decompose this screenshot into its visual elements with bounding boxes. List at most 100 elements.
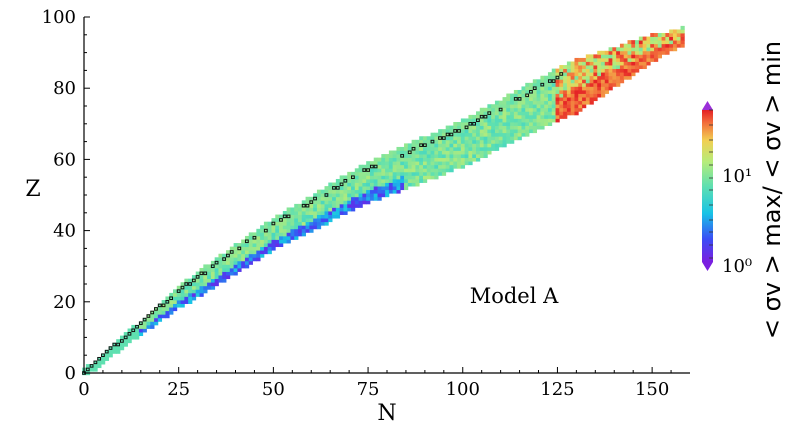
- heatmap-cell: [479, 125, 484, 130]
- heatmap-cell: [453, 161, 458, 166]
- heatmap-cell: [396, 182, 401, 187]
- heatmap-cell: [252, 253, 257, 258]
- heatmap-cell: [494, 107, 500, 112]
- heatmap-cell: [362, 182, 367, 187]
- heatmap-cell: [180, 282, 185, 287]
- heatmap-cell: [286, 239, 291, 244]
- heatmap-cell: [385, 178, 390, 183]
- stable-nucleus-marker: [422, 143, 427, 147]
- heatmap-cell: [544, 82, 549, 87]
- heatmap-cell: [358, 193, 363, 198]
- heatmap-cell: [476, 139, 481, 144]
- heatmap-cell: [559, 93, 564, 98]
- heatmap-cell: [578, 68, 583, 73]
- heatmap-cell: [570, 72, 575, 77]
- heatmap-cell: [419, 150, 424, 155]
- heatmap-cell: [597, 65, 602, 70]
- heatmap-cell: [468, 146, 473, 151]
- heatmap-cell: [627, 43, 632, 48]
- heatmap-cell: [320, 211, 325, 215]
- heatmap-cell: [619, 54, 625, 59]
- heatmap-cell: [123, 332, 128, 337]
- heatmap-cell: [494, 111, 500, 116]
- heatmap-cell: [612, 82, 617, 87]
- heatmap-cell: [381, 189, 386, 194]
- heatmap-cell: [661, 50, 666, 55]
- heatmap-cell: [506, 118, 511, 123]
- heatmap-cell: [339, 189, 344, 194]
- heatmap-cell: [339, 182, 344, 187]
- stable-nucleus-marker: [400, 154, 405, 158]
- heatmap-cell: [237, 260, 242, 265]
- heatmap-cell: [476, 132, 481, 137]
- heatmap-cell: [510, 139, 515, 144]
- heatmap-cell: [642, 65, 647, 70]
- heatmap-cell: [229, 246, 235, 251]
- heatmap-cell: [566, 82, 572, 87]
- heatmap-cell: [157, 303, 163, 308]
- heatmap-cell: [529, 118, 534, 123]
- heatmap-cell: [574, 65, 579, 70]
- heatmap-cell: [506, 114, 511, 119]
- heatmap-cell: [551, 107, 556, 112]
- heatmap-cell: [593, 75, 598, 80]
- heatmap-cell: [483, 154, 488, 159]
- heatmap-cell: [585, 100, 591, 105]
- heatmap-cell: [487, 122, 492, 126]
- heatmap-cell: [453, 143, 458, 148]
- heatmap-cell: [332, 214, 337, 219]
- heatmap-cell: [635, 57, 640, 62]
- heatmap-cell: [566, 61, 572, 66]
- heatmap-cell: [419, 146, 424, 151]
- heatmap-cell: [104, 356, 110, 361]
- heatmap-cell: [434, 157, 439, 162]
- heatmap-cell: [600, 75, 606, 80]
- heatmap-cell: [279, 214, 284, 219]
- heatmap-cell: [305, 228, 310, 233]
- heatmap-cell: [476, 154, 481, 159]
- heatmap-cell: [521, 93, 526, 98]
- heatmap-cell: [491, 122, 496, 126]
- heatmap-cell: [411, 182, 416, 187]
- heatmap-cell: [600, 61, 606, 66]
- heatmap-cell: [453, 150, 458, 155]
- heatmap-cell: [354, 182, 359, 187]
- heatmap-cell: [316, 193, 322, 198]
- heatmap-cell: [335, 196, 341, 201]
- heatmap-cell: [385, 186, 390, 191]
- heatmap-cell: [578, 107, 583, 112]
- heatmap-cell: [260, 235, 265, 240]
- stable-nucleus-marker: [271, 221, 276, 226]
- heatmap-cell: [457, 139, 462, 144]
- heatmap-cell: [203, 285, 208, 290]
- heatmap-cell: [373, 196, 378, 201]
- heatmap-cell: [544, 86, 549, 91]
- heatmap-cell: [661, 43, 666, 48]
- heatmap-cell: [271, 239, 276, 244]
- heatmap-cell: [479, 136, 484, 141]
- heatmap-cell: [506, 107, 511, 112]
- heatmap-cell: [582, 104, 587, 109]
- heatmap-cell: [392, 178, 397, 183]
- heatmap-cell: [510, 125, 515, 130]
- heatmap-cell: [324, 207, 329, 212]
- heatmap-cell: [260, 239, 265, 244]
- heatmap-cell: [616, 75, 621, 80]
- heatmap-cell: [400, 161, 405, 166]
- heatmap-cell: [180, 296, 185, 301]
- heatmap-cell: [578, 100, 583, 105]
- heatmap-cell: [430, 139, 435, 144]
- stable-nucleus-marker: [135, 324, 139, 329]
- heatmap-cell: [680, 25, 685, 30]
- heatmap-cell: [445, 132, 450, 137]
- heatmap-cell: [369, 171, 375, 176]
- heatmap-cell: [491, 139, 496, 144]
- heatmap-cell: [491, 107, 496, 112]
- heatmap-cells: [82, 25, 685, 376]
- heatmap-cell: [286, 214, 291, 219]
- heatmap-cell: [517, 129, 522, 134]
- heatmap-cell: [544, 118, 549, 123]
- stable-nucleus-marker: [373, 164, 378, 169]
- heatmap-cell: [347, 182, 352, 187]
- heatmap-cell: [521, 125, 526, 130]
